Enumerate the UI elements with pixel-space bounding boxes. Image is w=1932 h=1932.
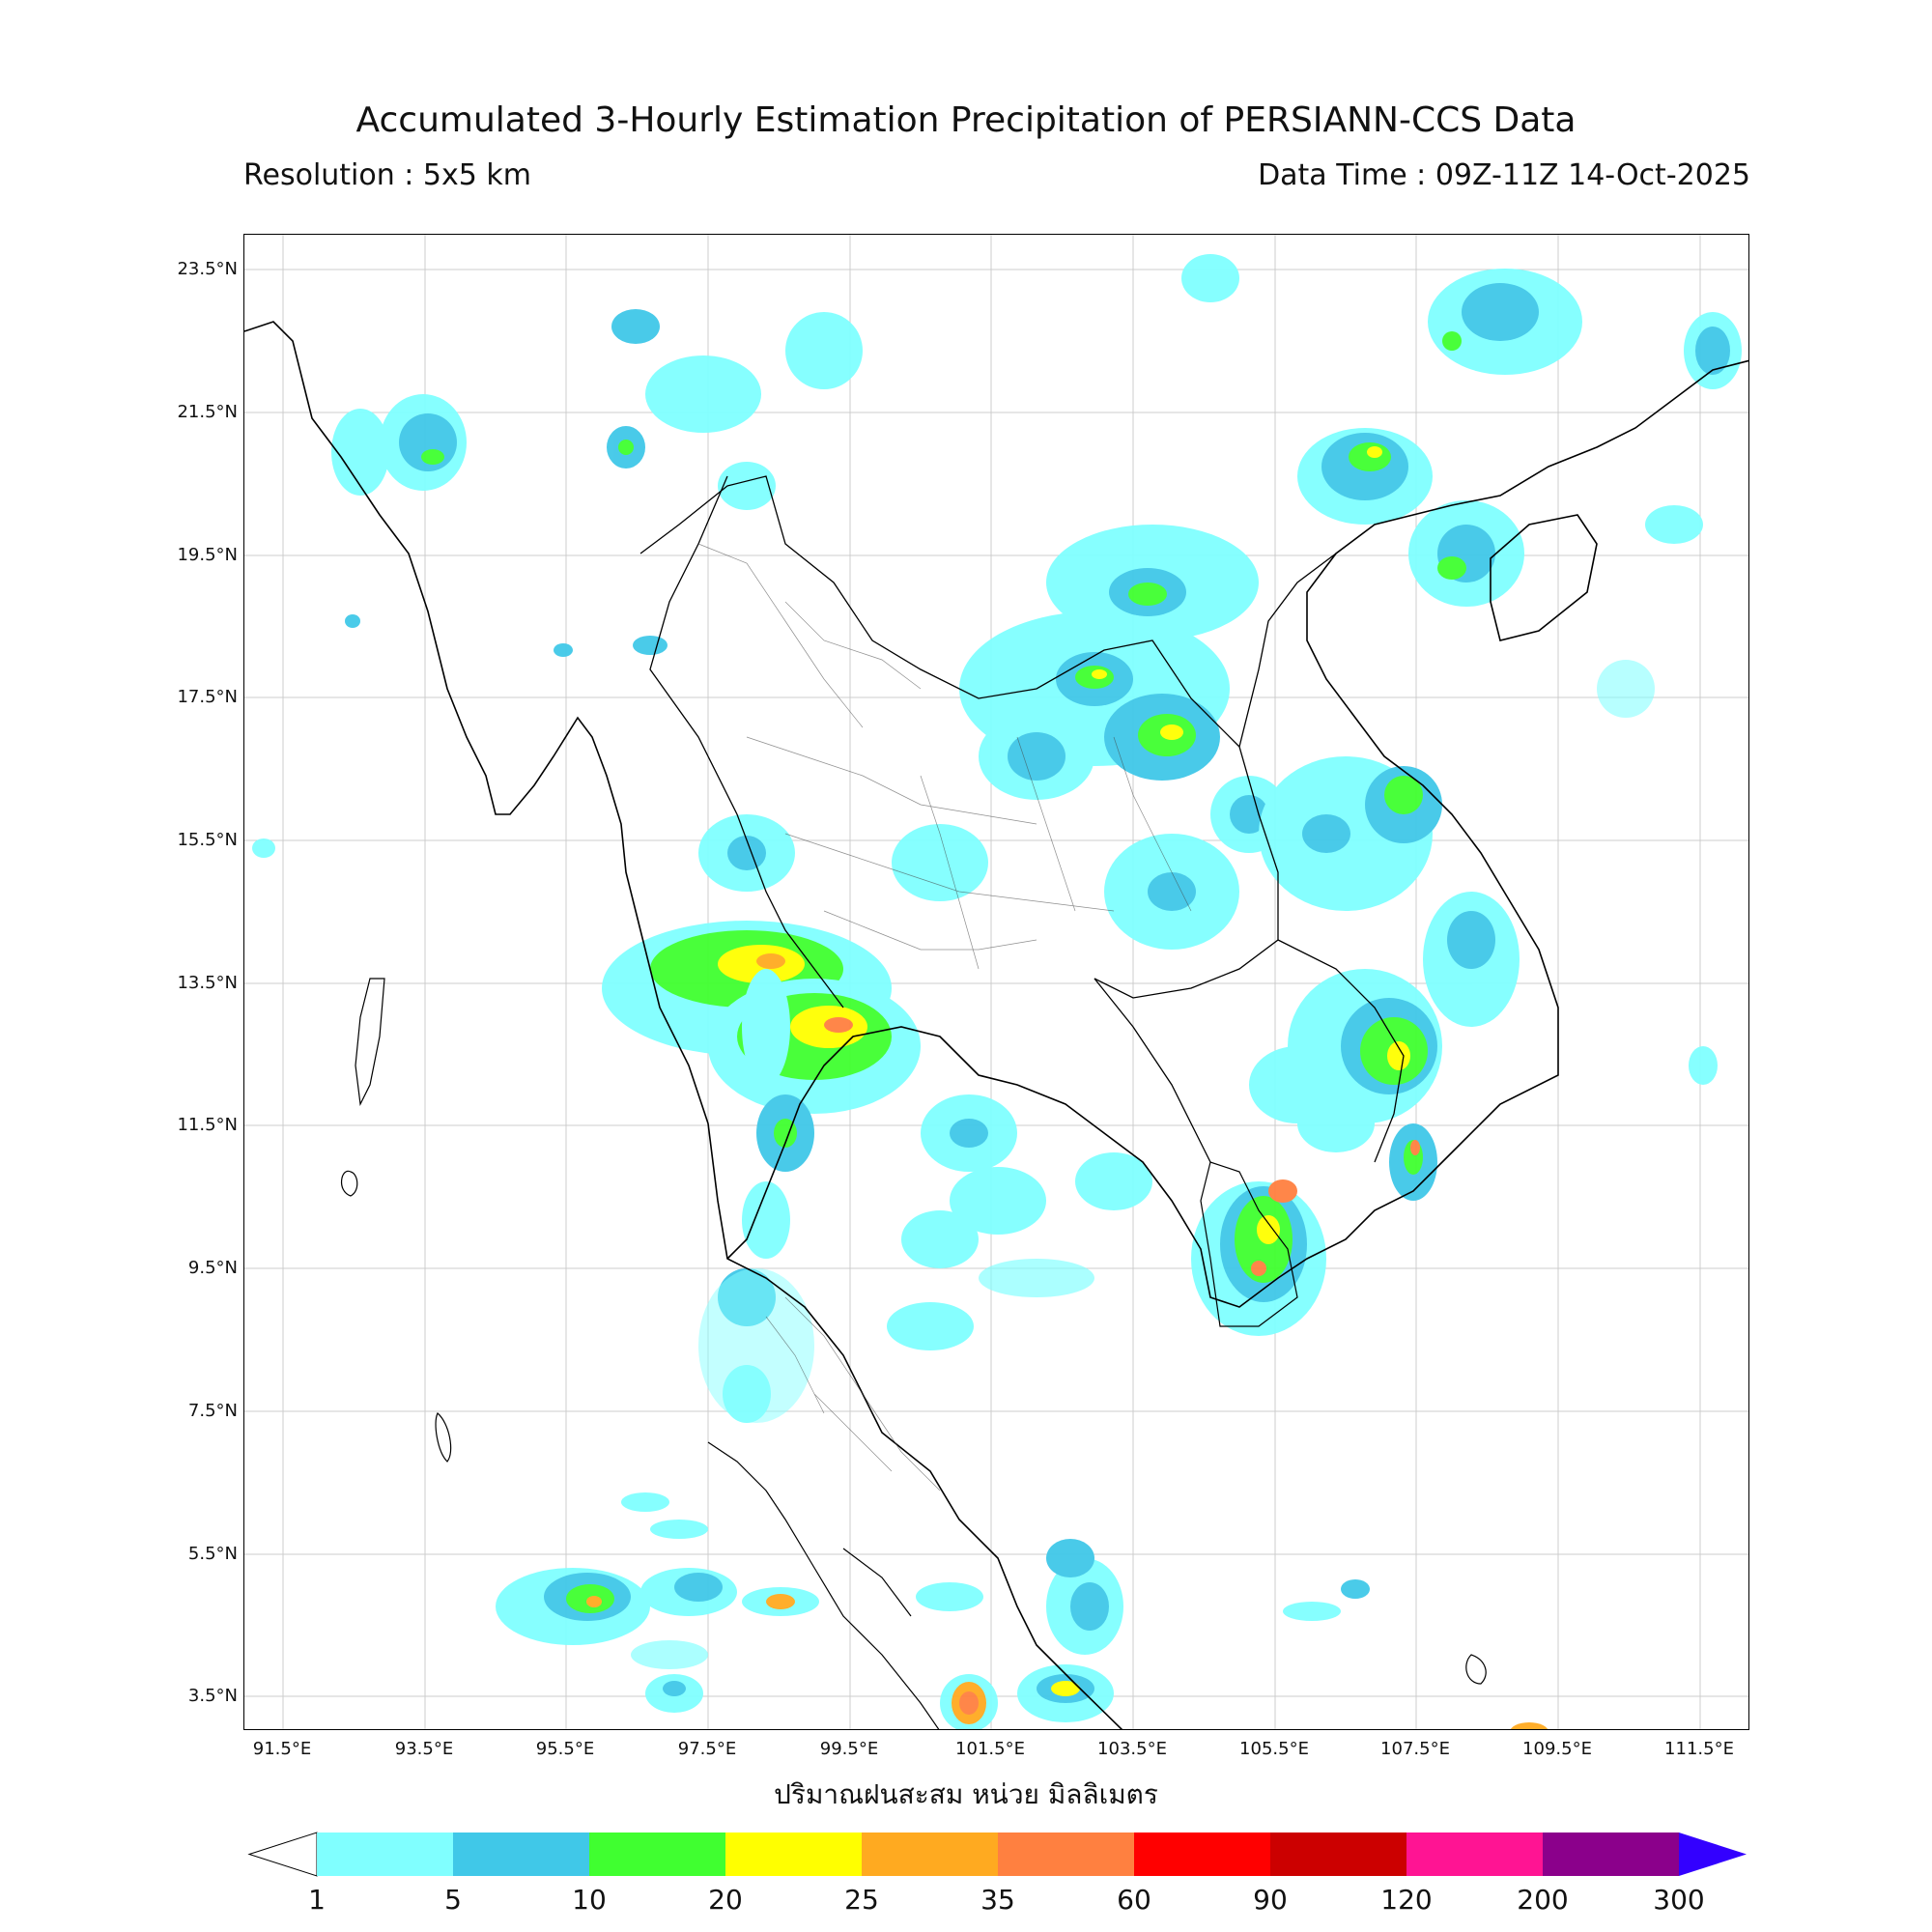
lat-label: 11.5°N <box>177 1115 238 1135</box>
lon-label: 105.5°E <box>1239 1739 1309 1759</box>
precipitation-field <box>252 254 1742 1729</box>
colorbar-segment <box>1134 1833 1270 1876</box>
lon-label: 107.5°E <box>1380 1739 1450 1759</box>
colorbar-segment <box>1406 1833 1543 1876</box>
colorbar-tick-label: 1 <box>308 1884 326 1916</box>
colorbar-tick-label: 5 <box>444 1884 462 1916</box>
lat-label: 13.5°N <box>177 973 238 993</box>
map-title: Accumulated 3-Hourly Estimation Precipit… <box>355 100 1577 140</box>
colorbar-tick-label: 200 <box>1517 1884 1569 1916</box>
colorbar-segment <box>317 1833 453 1876</box>
colorbar-under-arrow <box>247 1832 318 1877</box>
lat-label: 3.5°N <box>187 1686 238 1706</box>
colorbar-tick-label: 60 <box>1117 1884 1151 1916</box>
lat-label: 15.5°N <box>177 830 238 850</box>
lat-label: 23.5°N <box>177 259 238 279</box>
lat-label: 21.5°N <box>177 402 238 422</box>
colorbar-tick-label: 35 <box>980 1884 1015 1916</box>
precipitation-map <box>244 235 1748 1729</box>
colorbar-over-arrow <box>1679 1833 1747 1876</box>
colorbar-tick-label: 90 <box>1253 1884 1288 1916</box>
lon-label: 91.5°E <box>252 1739 312 1759</box>
province-borders <box>697 543 1192 1492</box>
colorbar-segment <box>998 1833 1134 1876</box>
coastlines <box>244 321 1748 1729</box>
map-gridlines <box>244 235 1748 1729</box>
colorbar-tick-label: 20 <box>708 1884 743 1916</box>
lon-label: 95.5°E <box>535 1739 595 1759</box>
lon-label: 93.5°E <box>394 1739 454 1759</box>
lon-label: 97.5°E <box>677 1739 737 1759</box>
colorbar-segment <box>453 1833 589 1876</box>
lon-label: 99.5°E <box>819 1739 879 1759</box>
colorbar-tick-label: 10 <box>572 1884 607 1916</box>
lon-label: 109.5°E <box>1522 1739 1592 1759</box>
lat-label: 17.5°N <box>177 687 238 707</box>
colorbar-segment <box>1543 1833 1679 1876</box>
colorbar-segment <box>862 1833 998 1876</box>
lat-label: 9.5°N <box>187 1258 238 1278</box>
lon-label: 103.5°E <box>1097 1739 1167 1759</box>
country-borders <box>639 475 1405 1163</box>
lat-label: 5.5°N <box>187 1544 238 1564</box>
lat-label: 7.5°N <box>187 1401 238 1421</box>
colorbar-segment <box>1270 1833 1406 1876</box>
colorbar-tick-label: 300 <box>1653 1884 1705 1916</box>
map-panel[interactable] <box>243 234 1749 1730</box>
data-time-label: Data Time : 09Z-11Z 14-Oct-2025 <box>1258 158 1750 192</box>
colorbar-segment <box>589 1833 725 1876</box>
lon-label: 101.5°E <box>955 1739 1025 1759</box>
colorbar-segment <box>725 1833 862 1876</box>
colorbar-tick-label: 120 <box>1380 1884 1433 1916</box>
lon-label: 111.5°E <box>1664 1739 1734 1759</box>
lat-label: 19.5°N <box>177 545 238 565</box>
resolution-label: Resolution : 5x5 km <box>243 158 531 192</box>
colorbar-unit-label: ปริมาณฝนสะสม หน่วย มิลลิเมตร <box>774 1778 1158 1810</box>
colorbar-tick-label: 25 <box>844 1884 879 1916</box>
